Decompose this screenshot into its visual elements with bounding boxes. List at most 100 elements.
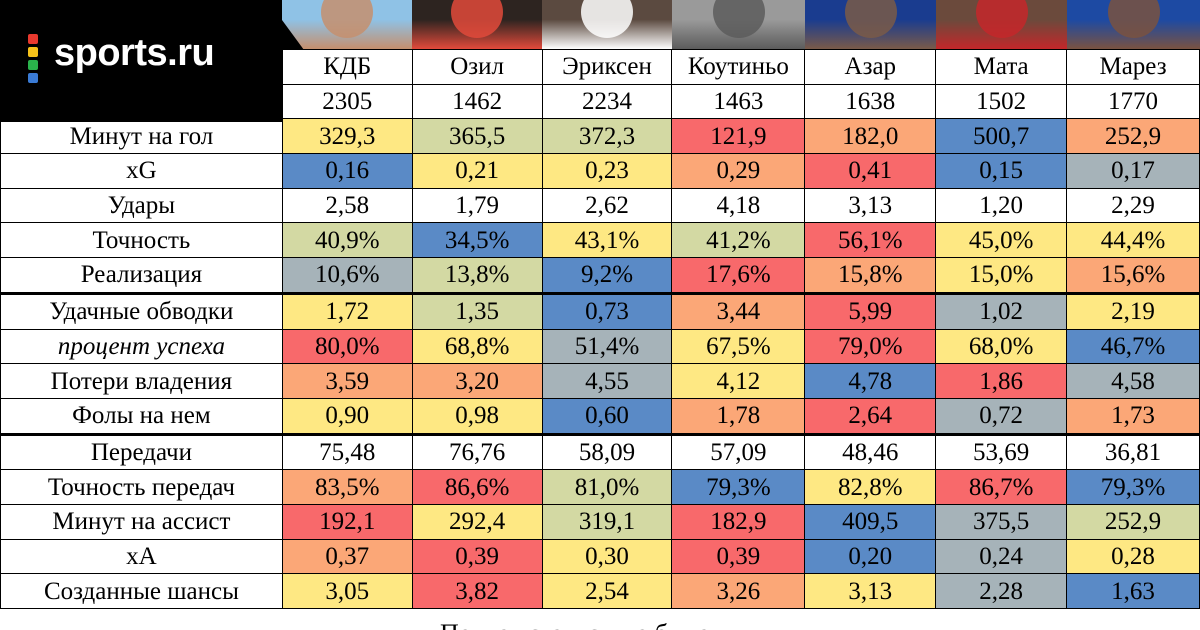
player-face-icon <box>712 0 765 38</box>
stat-cell: 53,69 <box>935 432 1068 471</box>
stat-cell: 1,63 <box>1066 573 1200 609</box>
stat-cell: 15,8% <box>804 257 937 294</box>
stat-cell: 0,20 <box>804 538 937 575</box>
stat-cell: 0,72 <box>935 397 1068 435</box>
stat-cell: 10,6% <box>281 257 413 294</box>
stat-cell: 4,12 <box>671 363 806 399</box>
stat-cell: 4,18 <box>671 187 806 224</box>
stat-cell: 17,6% <box>671 257 806 294</box>
stats-table: КДБОзилЭриксенКоутиньоАзарМатаМарезСыгра… <box>0 49 1200 609</box>
stat-cell: 2305 <box>281 83 413 120</box>
stat-cell: 4,78 <box>804 363 937 399</box>
table-row: Реализация 10,6% 13,8% 9,2% 17,6% 15,8% 15,0% 1… <box>0 257 1200 294</box>
row-label: xA <box>0 538 283 575</box>
player-name-header: Марез <box>1066 49 1200 85</box>
table-row: процент успеха 80,0% 68,8% 51,4% 67,5% 79,0% 6… <box>0 328 1200 365</box>
table-row: Удары 2,58 1,79 2,62 4,18 3,13 1,20 2,29 <box>0 187 1200 224</box>
stat-cell: 1,86 <box>935 363 1068 399</box>
stat-cell: 0,15 <box>935 153 1068 189</box>
stat-cell: 2234 <box>541 83 673 120</box>
stat-cell: 86,7% <box>935 469 1068 505</box>
stat-cell: 1502 <box>935 83 1068 120</box>
player-name-header: Мата <box>935 49 1068 85</box>
stat-cell: 1,78 <box>671 397 806 435</box>
table-row: xG 0,16 0,21 0,23 0,29 0,41 0,15 0,17 <box>0 153 1200 189</box>
player-name-header: КДБ <box>281 49 413 85</box>
stat-cell: 252,9 <box>1066 503 1200 540</box>
player-photo-4 <box>672 0 805 49</box>
stat-cell: 0,90 <box>281 397 413 435</box>
stat-cell: 182,0 <box>804 118 937 155</box>
stat-cell: 2,28 <box>935 573 1068 609</box>
stat-cell: 3,13 <box>804 573 937 609</box>
stat-cell: 58,09 <box>541 432 673 471</box>
stat-cell: 329,3 <box>281 118 413 155</box>
table-row: Удачные обводки 1,72 1,35 0,73 3,44 5,99 1,02 2… <box>0 291 1200 330</box>
stat-cell: 79,3% <box>1066 469 1200 505</box>
stat-cell: 2,29 <box>1066 187 1200 224</box>
stat-cell: 0,37 <box>281 538 413 575</box>
stat-cell: 2,54 <box>541 573 673 609</box>
stat-cell: 9,2% <box>541 257 673 294</box>
stat-cell: 48,46 <box>804 432 937 471</box>
stat-cell: 3,44 <box>671 291 806 330</box>
stat-cell: 1462 <box>411 83 543 120</box>
player-photo-6 <box>936 0 1067 49</box>
row-label: Удачные обводки <box>0 291 283 330</box>
row-label: xG <box>0 153 283 189</box>
row-label: Точность передач <box>0 469 283 505</box>
stat-cell: 41,2% <box>671 222 806 259</box>
logo-notch <box>282 20 304 50</box>
footer-caption: Полная статистика была <box>0 617 1200 630</box>
stat-cell: 0,73 <box>541 291 673 330</box>
player-face-icon <box>844 0 897 38</box>
table-row: Точность 40,9% 34,5% 43,1% 41,2% 56,1% 45,0% 44… <box>0 222 1200 259</box>
player-face-icon <box>975 0 1028 38</box>
stat-cell: 83,5% <box>281 469 413 505</box>
stat-cell: 0,16 <box>281 153 413 189</box>
stat-cell: 252,9 <box>1066 118 1200 155</box>
row-label: Реализация <box>0 257 283 294</box>
stat-cell: 1,72 <box>281 291 413 330</box>
stat-cell: 1,02 <box>935 291 1068 330</box>
stat-cell: 0,21 <box>411 153 543 189</box>
stat-cell: 1,35 <box>411 291 543 330</box>
player-name-header: Коутиньо <box>671 49 806 85</box>
row-label: Минут на ассист <box>0 503 283 540</box>
stat-cell: 1,20 <box>935 187 1068 224</box>
row-label: Передачи <box>0 432 283 471</box>
row-label: Фолы на нем <box>0 397 283 435</box>
stat-cell: 3,82 <box>411 573 543 609</box>
stat-cell: 0,98 <box>411 397 543 435</box>
stat-cell: 365,5 <box>411 118 543 155</box>
player-name-header: Эриксен <box>541 49 673 85</box>
stat-cell: 80,0% <box>281 328 413 365</box>
stat-cell: 15,0% <box>935 257 1068 294</box>
table-row: xA 0,37 0,39 0,30 0,39 0,20 0,24 0,28 <box>0 538 1200 575</box>
player-name-header: Озил <box>411 49 543 85</box>
table-row: Передачи 75,48 76,76 58,09 57,09 48,46 53,69 36… <box>0 432 1200 471</box>
stat-cell: 68,0% <box>935 328 1068 365</box>
stat-cell: 0,39 <box>411 538 543 575</box>
stat-cell: 3,20 <box>411 363 543 399</box>
table-row: Минут на гол 329,3 365,5 372,3 121,9 182,0 500… <box>0 118 1200 155</box>
table-row: Созданные шансы 3,05 3,82 2,54 3,26 3,13 2,28 1… <box>0 573 1200 609</box>
sports-ru-logo[interactable]: sports.ru <box>0 0 282 122</box>
stat-cell: 2,58 <box>281 187 413 224</box>
player-name-header: Азар <box>804 49 937 85</box>
row-label: Точность <box>0 222 283 259</box>
stat-cell: 13,8% <box>411 257 543 294</box>
stat-cell: 40,9% <box>281 222 413 259</box>
stat-cell: 82,8% <box>804 469 937 505</box>
stat-cell: 292,4 <box>411 503 543 540</box>
row-label: Минут на гол <box>0 118 283 155</box>
stat-cell: 182,9 <box>671 503 806 540</box>
player-photos-strip <box>0 0 1200 49</box>
stat-cell: 44,4% <box>1066 222 1200 259</box>
stat-cell: 2,62 <box>541 187 673 224</box>
stat-cell: 3,05 <box>281 573 413 609</box>
player-face-icon <box>581 0 633 38</box>
stat-cell: 1638 <box>804 83 937 120</box>
stat-cell: 46,7% <box>1066 328 1200 365</box>
stat-cell: 0,30 <box>541 538 673 575</box>
